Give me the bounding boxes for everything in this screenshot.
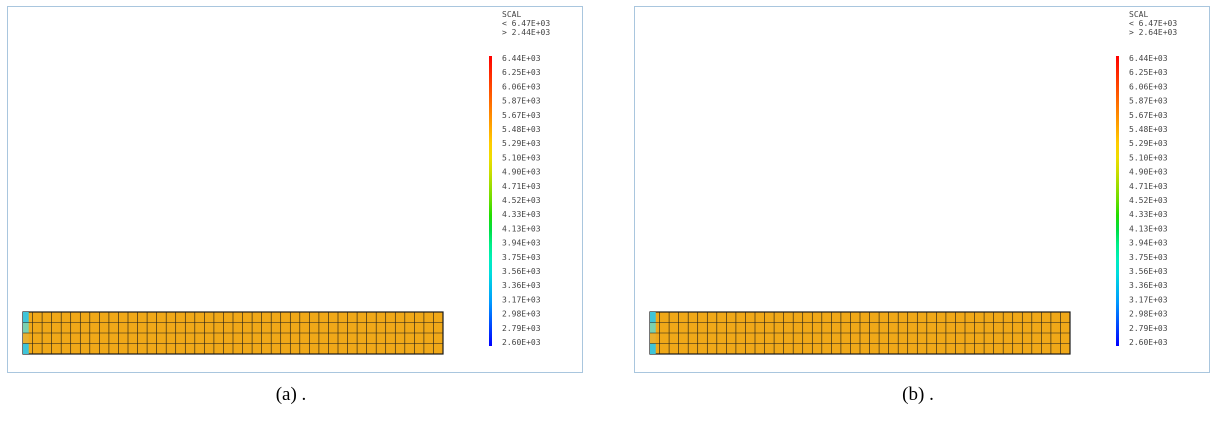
legend-tick-label: 5.87E+03 <box>1129 97 1168 106</box>
legend-tick-label: 5.10E+03 <box>1129 153 1168 162</box>
legend-tick-label: 4.33E+03 <box>502 210 541 219</box>
legend-tick-label: 2.98E+03 <box>1129 310 1168 319</box>
contour-plot-panel-a: SCAL < 6.47E+03 > 2.44E+03 6.44E+03 6.25E+03… <box>7 6 583 373</box>
mesh-cell-cold <box>23 312 29 323</box>
legend-tick-label: 3.94E+03 <box>1129 239 1168 248</box>
legend-tick-label: 4.71E+03 <box>502 182 541 191</box>
legend-tick-label: 4.71E+03 <box>1129 182 1168 191</box>
legend-tick-label: 2.98E+03 <box>502 310 541 319</box>
contour-plot-a: SCAL< 6.47E+03> 2.44E+03 6.44E+03 6.25E+03… <box>22 10 550 355</box>
legend-tick-label: 3.94E+03 <box>502 239 541 248</box>
legend-tick-label: 4.52E+03 <box>502 196 541 205</box>
mesh-cell-cold <box>23 343 29 354</box>
legend-tick-label: 5.29E+03 <box>502 139 541 148</box>
mesh-beam <box>22 311 444 355</box>
contour-plot-b: SCAL< 6.47E+03> 2.64E+03 6.44E+03 6.25E+03… <box>649 10 1177 355</box>
mesh-cell-cold <box>650 343 656 354</box>
legend-tick-label: 6.06E+03 <box>1129 82 1168 91</box>
mesh-cell-cold <box>23 322 29 333</box>
legend-tick-label: 6.44E+03 <box>1129 54 1168 63</box>
legend-title: SCAL <box>502 10 521 19</box>
legend-tick-label: 3.56E+03 <box>1129 267 1168 276</box>
caption-a: (a) . <box>275 384 307 405</box>
legend-tick-label: 4.33E+03 <box>1129 210 1168 219</box>
legend-tick-label: 3.17E+03 <box>1129 295 1168 304</box>
legend-tick-label: 3.75E+03 <box>502 253 541 262</box>
color-bar <box>1116 56 1119 346</box>
legend-tick-label: 3.75E+03 <box>1129 253 1168 262</box>
mesh-cell-cold <box>650 322 656 333</box>
mesh-cell-cold <box>23 333 29 344</box>
mesh-beam <box>649 311 1071 355</box>
legend-tick-label: 5.48E+03 <box>502 125 541 134</box>
legend-tick-label: 5.29E+03 <box>1129 139 1168 148</box>
legend-upper-bound: < 6.47E+03 <box>502 19 550 28</box>
legend-tick-label: 3.36E+03 <box>1129 281 1168 290</box>
legend-tick-label: 2.79E+03 <box>1129 324 1168 333</box>
legend-tick-label: 5.67E+03 <box>1129 111 1168 120</box>
legend-tick-label: 6.44E+03 <box>502 54 541 63</box>
legend-tick-label: 2.60E+03 <box>502 338 541 347</box>
legend-tick-label: 2.60E+03 <box>1129 338 1168 347</box>
legend-tick-label: 6.25E+03 <box>1129 68 1168 77</box>
legend-tick-label: 5.87E+03 <box>502 97 541 106</box>
legend-tick-label: 4.90E+03 <box>502 168 541 177</box>
legend-tick-label: 6.25E+03 <box>502 68 541 77</box>
legend-tick-label: 5.48E+03 <box>1129 125 1168 134</box>
legend-tick-label: 2.79E+03 <box>502 324 541 333</box>
legend-tick-label: 4.13E+03 <box>502 224 541 233</box>
contour-plot-panel-b: SCAL < 6.47E+03 > 2.64E+03 6.44E+03 6.25E+03… <box>634 6 1210 373</box>
color-bar <box>489 56 492 346</box>
legend-tick-label: 3.17E+03 <box>502 295 541 304</box>
legend-tick-label: 4.13E+03 <box>1129 224 1168 233</box>
legend-lower-bound: > 2.44E+03 <box>502 28 550 37</box>
legend-title: SCAL <box>1129 10 1148 19</box>
caption-b: (b) . <box>902 384 934 405</box>
legend-tick-label: 4.90E+03 <box>1129 168 1168 177</box>
legend-tick-label: 5.10E+03 <box>502 153 541 162</box>
mesh-cell-cold <box>650 333 656 344</box>
legend-tick-label: 4.52E+03 <box>1129 196 1168 205</box>
legend-tick-label: 3.56E+03 <box>502 267 541 276</box>
legend-upper-bound: < 6.47E+03 <box>1129 19 1177 28</box>
legend-tick-label: 3.36E+03 <box>502 281 541 290</box>
legend-lower-bound: > 2.64E+03 <box>1129 28 1177 37</box>
mesh-cell-cold <box>650 312 656 323</box>
legend-tick-label: 6.06E+03 <box>502 82 541 91</box>
legend-tick-label: 5.67E+03 <box>502 111 541 120</box>
